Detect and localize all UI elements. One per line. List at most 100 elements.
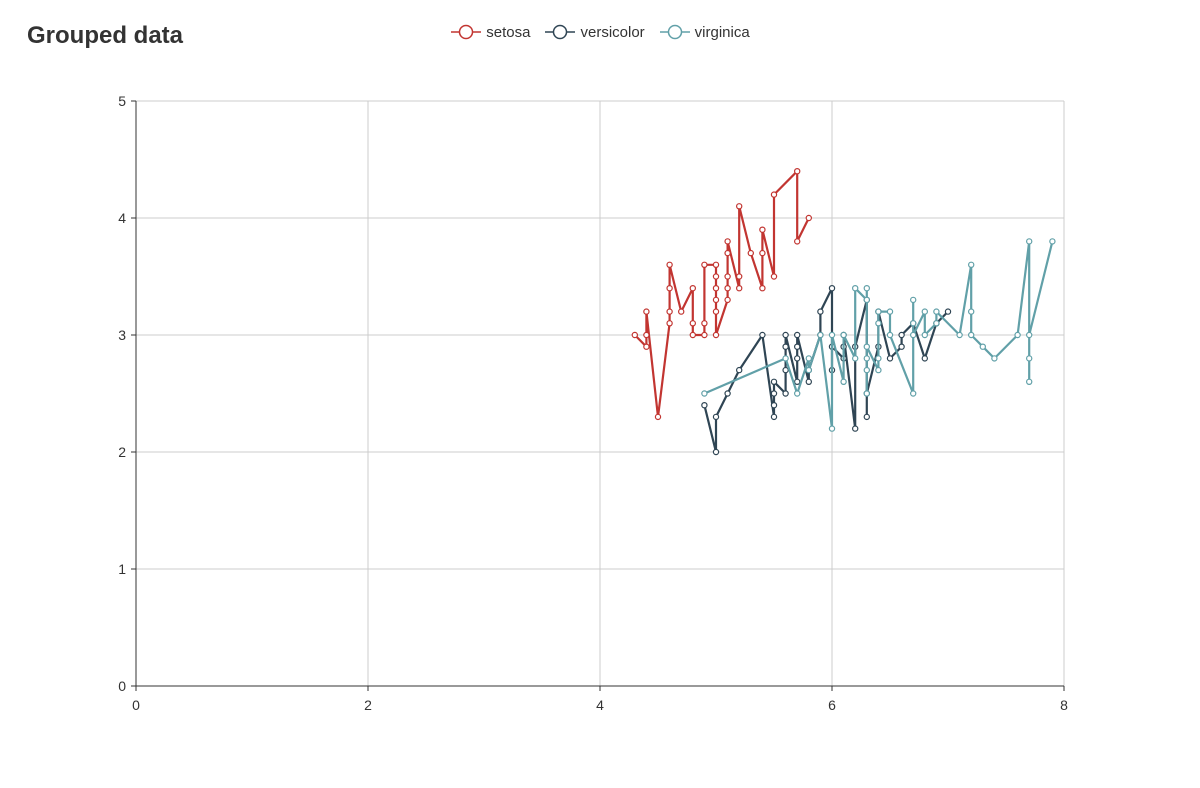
data-point-versicolor: [759, 331, 766, 339]
data-point-versicolor: [863, 413, 871, 421]
data-point-virginica: [886, 308, 894, 315]
data-point-setosa: [724, 273, 731, 280]
data-point-setosa: [631, 331, 639, 339]
data-point-versicolor: [770, 390, 778, 397]
data-point-setosa: [712, 331, 720, 339]
data-point-setosa: [724, 249, 731, 257]
y-tick-label: 4: [118, 210, 126, 226]
data-point-versicolor: [770, 378, 778, 385]
data-point-setosa: [724, 285, 731, 292]
y-tick-label: 0: [118, 678, 126, 694]
data-point-setosa: [643, 308, 650, 315]
data-point-versicolor: [944, 308, 952, 315]
data-point-virginica: [863, 343, 871, 350]
y-tick-label: 2: [118, 444, 126, 460]
data-point-versicolor: [782, 366, 789, 374]
data-point-versicolor: [782, 390, 789, 397]
data-point-virginica: [863, 390, 871, 397]
data-point-versicolor: [770, 413, 778, 421]
data-point-virginica: [828, 425, 836, 432]
data-point-versicolor: [712, 413, 720, 421]
data-point-versicolor: [805, 378, 813, 385]
data-point-setosa: [712, 285, 720, 292]
data-point-virginica: [956, 331, 963, 339]
data-point-versicolor: [794, 378, 801, 385]
data-point-setosa: [759, 285, 766, 292]
data-point-virginica: [968, 308, 975, 315]
data-point-setosa: [666, 320, 673, 327]
data-point-virginica: [828, 331, 836, 339]
data-point-virginica: [875, 366, 882, 374]
data-point-virginica: [1025, 355, 1033, 362]
data-point-setosa: [654, 413, 662, 421]
data-point-virginica: [875, 320, 882, 327]
data-point-versicolor: [852, 425, 859, 432]
data-point-setosa: [712, 261, 720, 268]
data-point-virginica: [840, 331, 847, 339]
series-line-setosa: [634, 170, 810, 418]
data-point-virginica: [863, 285, 871, 292]
data-point-versicolor: [712, 448, 720, 456]
legend-item-virginica[interactable]: virginica: [659, 22, 750, 42]
data-point-virginica: [979, 343, 987, 350]
data-point-virginica: [863, 366, 871, 374]
data-point-versicolor: [898, 331, 905, 339]
data-point-virginica: [968, 261, 975, 268]
legend-swatch-setosa: [451, 24, 482, 40]
y-tick-label: 3: [118, 327, 126, 343]
data-point-setosa: [701, 331, 708, 339]
data-point-virginica: [968, 331, 975, 339]
x-tick-label: 6: [828, 697, 836, 713]
data-point-versicolor: [898, 343, 905, 350]
legend-item-versicolor[interactable]: versicolor: [544, 22, 645, 42]
data-point-virginica: [991, 355, 998, 362]
data-point-virginica: [910, 296, 917, 304]
data-point-versicolor: [817, 308, 824, 315]
data-point-setosa: [666, 261, 673, 268]
data-point-setosa: [794, 238, 801, 245]
data-point-setosa: [794, 167, 801, 175]
data-point-virginica: [805, 366, 813, 374]
data-point-virginica: [1025, 331, 1033, 339]
data-point-virginica: [852, 355, 859, 362]
data-point-versicolor: [794, 331, 801, 339]
data-point-versicolor: [828, 285, 836, 292]
data-point-virginica: [875, 355, 882, 362]
data-point-virginica: [794, 390, 801, 397]
x-tick-label: 0: [132, 697, 140, 713]
data-point-setosa: [689, 331, 697, 339]
data-point-virginica: [840, 378, 847, 385]
data-point-setosa: [701, 261, 708, 268]
data-point-virginica: [910, 331, 917, 339]
legend-item-setosa[interactable]: setosa: [450, 22, 530, 42]
data-point-virginica: [1049, 238, 1056, 245]
data-point-versicolor: [794, 355, 801, 362]
data-point-virginica: [933, 308, 940, 315]
data-point-versicolor: [736, 366, 743, 374]
data-point-versicolor: [782, 331, 789, 339]
data-point-virginica: [1014, 331, 1021, 339]
data-point-setosa: [736, 273, 743, 280]
x-tick-label: 4: [596, 697, 604, 713]
chart-title: Grouped data: [27, 22, 184, 49]
data-point-setosa: [712, 296, 720, 304]
data-point-virginica: [910, 320, 917, 327]
legend-swatch-virginica: [659, 24, 690, 40]
y-tick-label: 1: [118, 561, 126, 577]
legend-label-virginica: virginica: [694, 23, 750, 41]
data-point-versicolor: [794, 343, 801, 350]
data-point-versicolor: [921, 355, 929, 362]
data-point-setosa: [770, 191, 778, 198]
data-point-virginica: [1025, 238, 1033, 245]
data-point-setosa: [805, 214, 813, 222]
data-point-setosa: [724, 238, 731, 245]
data-point-setosa: [712, 308, 720, 315]
data-point-setosa: [666, 285, 673, 292]
data-point-versicolor: [724, 390, 731, 397]
data-point-virginica: [875, 308, 882, 315]
data-point-virginica: [921, 308, 929, 315]
data-point-setosa: [736, 285, 743, 292]
data-point-setosa: [689, 285, 697, 292]
data-point-virginica: [863, 296, 871, 304]
data-point-virginica: [910, 390, 917, 397]
